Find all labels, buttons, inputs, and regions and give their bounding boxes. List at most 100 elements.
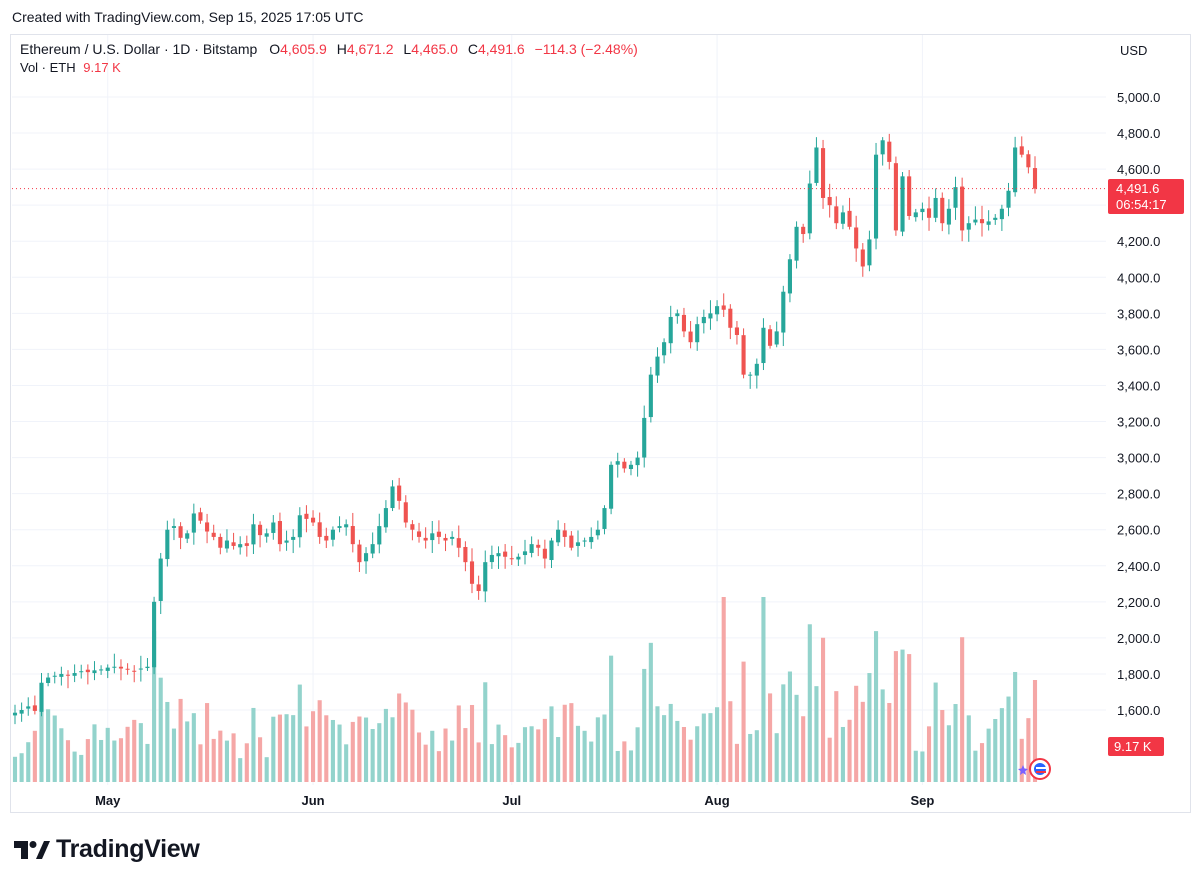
candle[interactable] (768, 325, 773, 349)
candle[interactable] (211, 524, 216, 541)
candle[interactable] (1026, 150, 1031, 174)
candle[interactable] (536, 539, 541, 557)
candle[interactable] (503, 544, 508, 569)
candle[interactable] (19, 702, 24, 722)
candle[interactable] (675, 309, 680, 324)
currency-label[interactable]: USD (1120, 43, 1148, 58)
candle[interactable] (105, 664, 110, 679)
candle[interactable] (205, 513, 210, 544)
candle[interactable] (542, 539, 547, 569)
candle[interactable] (522, 539, 528, 565)
candle[interactable] (926, 196, 932, 231)
candle[interactable] (708, 300, 713, 330)
candle[interactable] (840, 205, 845, 230)
candle[interactable] (1032, 156, 1038, 194)
candle[interactable] (310, 510, 316, 527)
candle[interactable] (231, 532, 236, 550)
candle[interactable] (52, 671, 57, 684)
candle[interactable] (880, 137, 885, 166)
candle[interactable] (46, 672, 51, 687)
candle[interactable] (118, 659, 124, 681)
candle[interactable] (509, 545, 514, 565)
candle[interactable] (834, 196, 839, 230)
candle[interactable] (39, 672, 44, 717)
candle[interactable] (297, 507, 302, 548)
candle[interactable] (291, 529, 296, 554)
candle[interactable] (820, 139, 826, 209)
candle[interactable] (496, 546, 501, 569)
candle[interactable] (403, 495, 408, 528)
candle[interactable] (377, 513, 382, 554)
candle[interactable] (1006, 182, 1011, 217)
candle[interactable] (529, 536, 534, 558)
candle[interactable] (317, 512, 322, 544)
candle[interactable] (549, 537, 554, 568)
candle[interactable] (383, 500, 388, 533)
candle[interactable] (648, 366, 653, 423)
candle[interactable] (754, 358, 759, 389)
candle[interactable] (681, 307, 687, 338)
candle[interactable] (999, 204, 1004, 231)
candle[interactable] (324, 527, 329, 549)
candle[interactable] (721, 293, 726, 317)
candle[interactable] (662, 338, 667, 364)
candle[interactable] (867, 230, 872, 272)
candle[interactable] (277, 512, 282, 552)
candle[interactable] (615, 452, 620, 478)
candle[interactable] (436, 520, 441, 545)
candle[interactable] (390, 480, 395, 512)
candle[interactable] (814, 137, 819, 186)
candle[interactable] (562, 523, 567, 547)
candle[interactable] (794, 221, 799, 269)
candle[interactable] (79, 664, 84, 679)
candle[interactable] (622, 458, 627, 473)
candle[interactable] (430, 521, 435, 554)
candle[interactable] (271, 515, 276, 540)
candle[interactable] (26, 697, 31, 716)
candle[interactable] (158, 552, 163, 615)
candle[interactable] (801, 223, 806, 243)
candle[interactable] (65, 670, 71, 689)
candle[interactable] (191, 503, 196, 545)
candle[interactable] (363, 547, 369, 574)
candle[interactable] (171, 518, 177, 541)
candle[interactable] (423, 527, 428, 549)
candle[interactable] (960, 177, 965, 242)
candle[interactable] (32, 695, 37, 715)
candle[interactable] (847, 197, 852, 230)
candle[interactable] (907, 169, 912, 220)
candle[interactable] (609, 461, 614, 515)
candle[interactable] (635, 451, 640, 477)
candle[interactable] (224, 529, 230, 553)
candle[interactable] (238, 536, 243, 555)
candle[interactable] (728, 304, 733, 340)
candle[interactable] (688, 321, 693, 349)
candle[interactable] (993, 214, 998, 225)
candle[interactable] (152, 596, 157, 675)
candle[interactable] (516, 553, 521, 566)
candle[interactable] (92, 661, 97, 681)
candle[interactable] (920, 202, 925, 221)
candle[interactable] (575, 530, 581, 557)
candle[interactable] (456, 525, 461, 558)
candle[interactable] (986, 210, 991, 231)
candle[interactable] (628, 460, 634, 476)
candle[interactable] (556, 520, 561, 547)
candle[interactable] (450, 531, 455, 546)
candle[interactable] (489, 545, 494, 569)
candle[interactable] (913, 208, 918, 222)
candle[interactable] (264, 528, 269, 543)
candle[interactable] (979, 205, 985, 237)
volume-label[interactable]: Vol · ETH (20, 60, 76, 75)
candle[interactable] (145, 658, 150, 671)
candle[interactable] (397, 477, 402, 510)
candle[interactable] (748, 371, 753, 389)
candle[interactable] (469, 548, 475, 594)
candle[interactable] (132, 665, 137, 683)
candle[interactable] (589, 527, 594, 549)
candle[interactable] (138, 655, 143, 682)
candle[interactable] (244, 535, 249, 557)
candle[interactable] (761, 318, 766, 371)
candle[interactable] (787, 254, 792, 303)
candle[interactable] (582, 537, 587, 547)
